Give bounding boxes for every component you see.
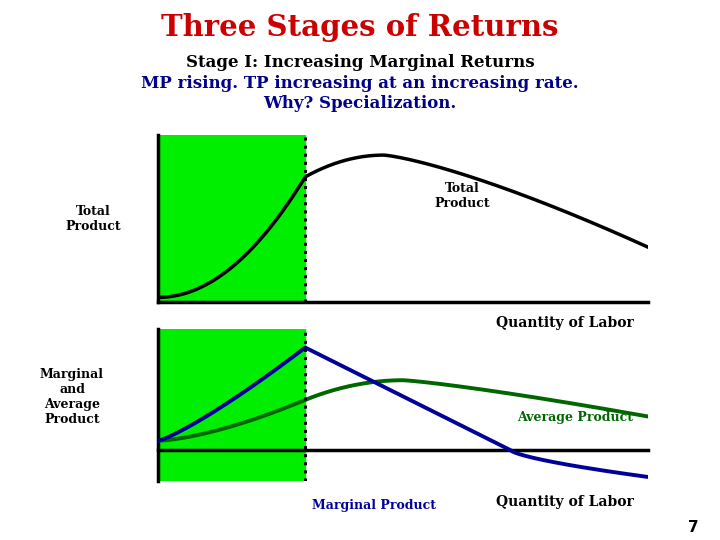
Text: Average Product: Average Product [517,410,634,423]
Bar [158,329,305,481]
Text: MP rising. TP increasing at an increasing rate.: MP rising. TP increasing at an increasin… [141,75,579,91]
Text: Marginal Product: Marginal Product [312,500,436,512]
Text: Total
Product: Total Product [434,182,490,210]
Text: 7: 7 [688,519,698,535]
Text: Three Stages of Returns: Three Stages of Returns [161,14,559,43]
Text: Stage I: Increasing Marginal Returns: Stage I: Increasing Marginal Returns [186,54,534,71]
Text: Marginal
and
Average
Product: Marginal and Average Product [40,368,104,426]
Text: Quantity of Labor: Quantity of Labor [496,495,634,509]
Text: Total
Product: Total Product [66,205,122,233]
Text: Quantity of Labor: Quantity of Labor [496,316,634,330]
Text: Why? Specialization.: Why? Specialization. [264,95,456,112]
Bar [158,135,305,302]
